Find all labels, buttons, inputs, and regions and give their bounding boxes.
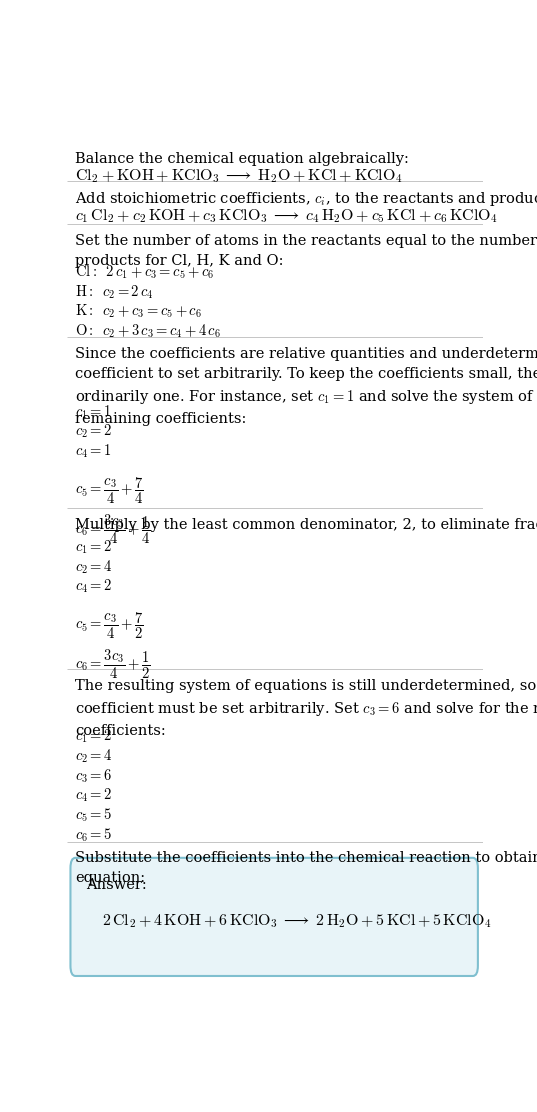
Text: $c_2 = 4$: $c_2 = 4$ [75, 558, 113, 576]
FancyBboxPatch shape [70, 857, 478, 976]
Text: $c_2 = 4$: $c_2 = 4$ [75, 747, 113, 765]
Text: $c_2 = 2$: $c_2 = 2$ [75, 423, 113, 440]
Text: $\mathrm{Cl_2 + KOH + KClO_3 \;\longrightarrow\; H_2O + KCl + KClO_4}$: $\mathrm{Cl_2 + KOH + KClO_3 \;\longrigh… [75, 167, 403, 185]
Text: Answer:: Answer: [86, 878, 147, 892]
Text: $c_1 = 2$: $c_1 = 2$ [75, 727, 113, 745]
Text: $2\,\mathrm{Cl_2} + 4\,\mathrm{KOH} + 6\,\mathrm{KClO_3} \;\longrightarrow\; 2\,: $2\,\mathrm{Cl_2} + 4\,\mathrm{KOH} + 6\… [103, 913, 492, 931]
Text: $c_3 = 6$: $c_3 = 6$ [75, 767, 113, 785]
Text: $c_6 = \dfrac{3c_3}{4} + \dfrac{1}{2}$: $c_6 = \dfrac{3c_3}{4} + \dfrac{1}{2}$ [75, 648, 151, 681]
Text: $c_5 = 5$: $c_5 = 5$ [75, 806, 113, 824]
Text: $c_1 = 2$: $c_1 = 2$ [75, 538, 113, 556]
Text: Since the coefficients are relative quantities and underdetermined, choose a
coe: Since the coefficients are relative quan… [75, 347, 537, 426]
Text: The resulting system of equations is still underdetermined, so an additional
coe: The resulting system of equations is sti… [75, 678, 537, 738]
Text: $\mathrm{H:}\;\; c_2 = 2\,c_4$: $\mathrm{H:}\;\; c_2 = 2\,c_4$ [75, 284, 154, 300]
Text: Set the number of atoms in the reactants equal to the number of atoms in the
pro: Set the number of atoms in the reactants… [75, 234, 537, 268]
Text: $\mathrm{Cl:}\;\; 2\,c_1 + c_3 = c_5 + c_6$: $\mathrm{Cl:}\;\; 2\,c_1 + c_3 = c_5 + c… [75, 264, 215, 281]
Text: $c_5 = \dfrac{c_3}{4} + \dfrac{7}{4}$: $c_5 = \dfrac{c_3}{4} + \dfrac{7}{4}$ [75, 475, 144, 506]
Text: $c_4 = 1$: $c_4 = 1$ [75, 443, 112, 460]
Text: $c_4 = 2$: $c_4 = 2$ [75, 787, 113, 804]
Text: $\mathrm{K:}\;\; c_2 + c_3 = c_5 + c_6$: $\mathrm{K:}\;\; c_2 + c_3 = c_5 + c_6$ [75, 302, 202, 320]
Text: $c_4 = 2$: $c_4 = 2$ [75, 578, 113, 595]
Text: Add stoichiometric coefficients, $c_i$, to the reactants and products:: Add stoichiometric coefficients, $c_i$, … [75, 190, 537, 208]
Text: $\mathrm{O:}\;\; c_2 + 3\,c_3 = c_4 + 4\,c_6$: $\mathrm{O:}\;\; c_2 + 3\,c_3 = c_4 + 4\… [75, 322, 221, 340]
Text: Balance the chemical equation algebraically:: Balance the chemical equation algebraica… [75, 152, 409, 167]
Text: $c_5 = \dfrac{c_3}{4} + \dfrac{7}{2}$: $c_5 = \dfrac{c_3}{4} + \dfrac{7}{2}$ [75, 610, 144, 641]
Text: Multiply by the least common denominator, 2, to eliminate fractional coefficient: Multiply by the least common denominator… [75, 518, 537, 532]
Text: Substitute the coefficients into the chemical reaction to obtain the balanced
eq: Substitute the coefficients into the che… [75, 851, 537, 885]
Text: $c_1 = 1$: $c_1 = 1$ [75, 404, 112, 420]
Text: $c_6 = \dfrac{3c_3}{4} + \dfrac{1}{4}$: $c_6 = \dfrac{3c_3}{4} + \dfrac{1}{4}$ [75, 513, 151, 546]
Text: $c_1\,\mathrm{Cl_2} + c_2\,\mathrm{KOH} + c_3\,\mathrm{KClO_3} \;\longrightarrow: $c_1\,\mathrm{Cl_2} + c_2\,\mathrm{KOH} … [75, 207, 498, 225]
Text: $c_6 = 5$: $c_6 = 5$ [75, 826, 113, 844]
